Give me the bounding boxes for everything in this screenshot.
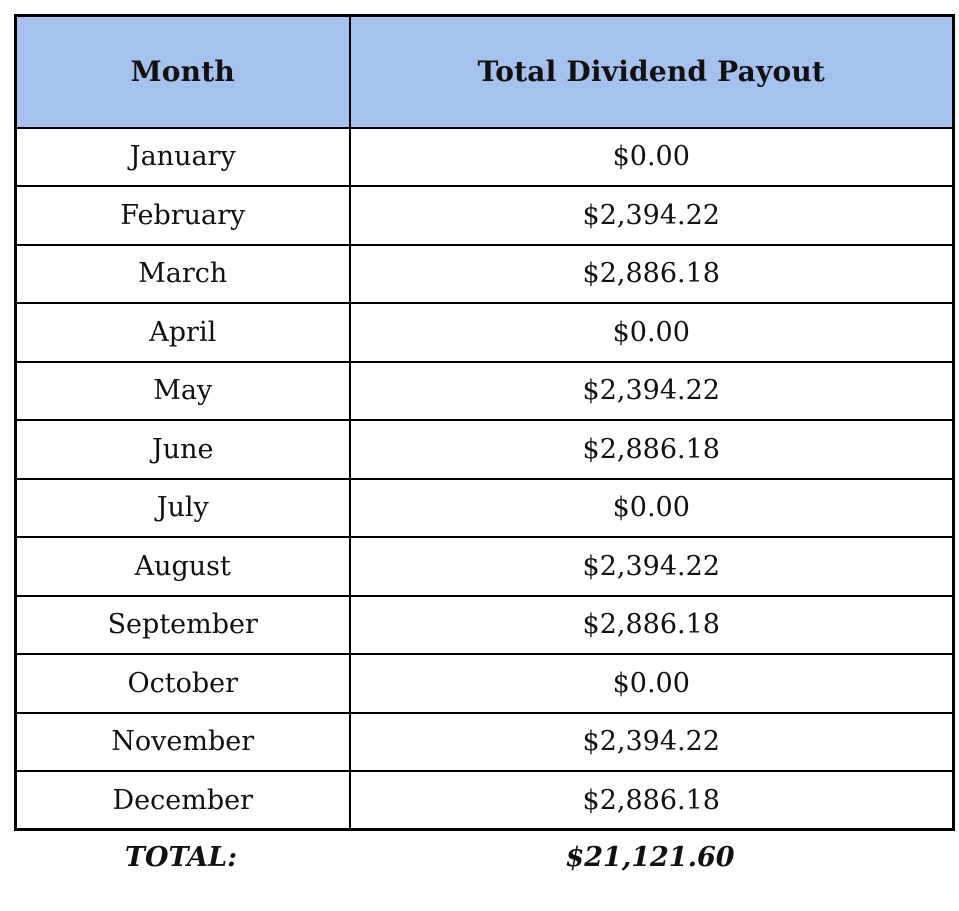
payout-cell: $2,886.18 [348,770,955,831]
column-header-payout: Total Dividend Payout [348,14,955,129]
month-cell: May [14,360,351,421]
total-value: $21,121.60 [565,841,735,873]
month-cell: July [14,477,351,538]
table-wrap: Month Total Dividend Payout January $0.0… [14,14,955,831]
table-row: July $0.00 [14,477,955,538]
table-row: April $0.00 [14,302,955,363]
month-cell: August [14,536,351,597]
payout-cell: $2,394.22 [348,711,955,772]
month-cell: December [14,770,351,831]
payout-cell: $2,394.22 [348,360,955,421]
payout-cell: $2,394.22 [348,185,955,246]
table-row: September $2,886.18 [14,594,955,655]
table-row: February $2,394.22 [14,185,955,246]
dividend-table: Month Total Dividend Payout January $0.0… [14,14,955,831]
month-cell: June [14,419,351,480]
table-row: November $2,394.22 [14,711,955,772]
table-row: December $2,886.18 [14,770,955,831]
month-cell: January [14,126,351,187]
payout-cell: $0.00 [348,653,955,714]
month-cell: April [14,302,351,363]
month-cell: September [14,594,351,655]
table-header: Month Total Dividend Payout [14,14,955,129]
payout-cell: $2,886.18 [348,243,955,304]
payout-cell: $2,886.18 [348,594,955,655]
month-cell: February [14,185,351,246]
header-row: Month Total Dividend Payout [14,14,955,129]
payout-cell: $0.00 [348,302,955,363]
payout-cell: $0.00 [348,477,955,538]
month-cell: March [14,243,351,304]
table-body: January $0.00 February $2,394.22 March $… [14,126,955,831]
table-row: August $2,394.22 [14,536,955,597]
total-row: TOTAL: $21,121.60 [14,831,952,883]
table-row: October $0.00 [14,653,955,714]
month-cell: October [14,653,351,714]
table-row: May $2,394.22 [14,360,955,421]
payout-cell: $2,394.22 [348,536,955,597]
total-label: TOTAL: [124,841,238,873]
table-row: June $2,886.18 [14,419,955,480]
column-header-month: Month [14,14,351,129]
table-row: January $0.00 [14,126,955,187]
payout-cell: $0.00 [348,126,955,187]
payout-cell: $2,886.18 [348,419,955,480]
month-cell: November [14,711,351,772]
table-row: March $2,886.18 [14,243,955,304]
